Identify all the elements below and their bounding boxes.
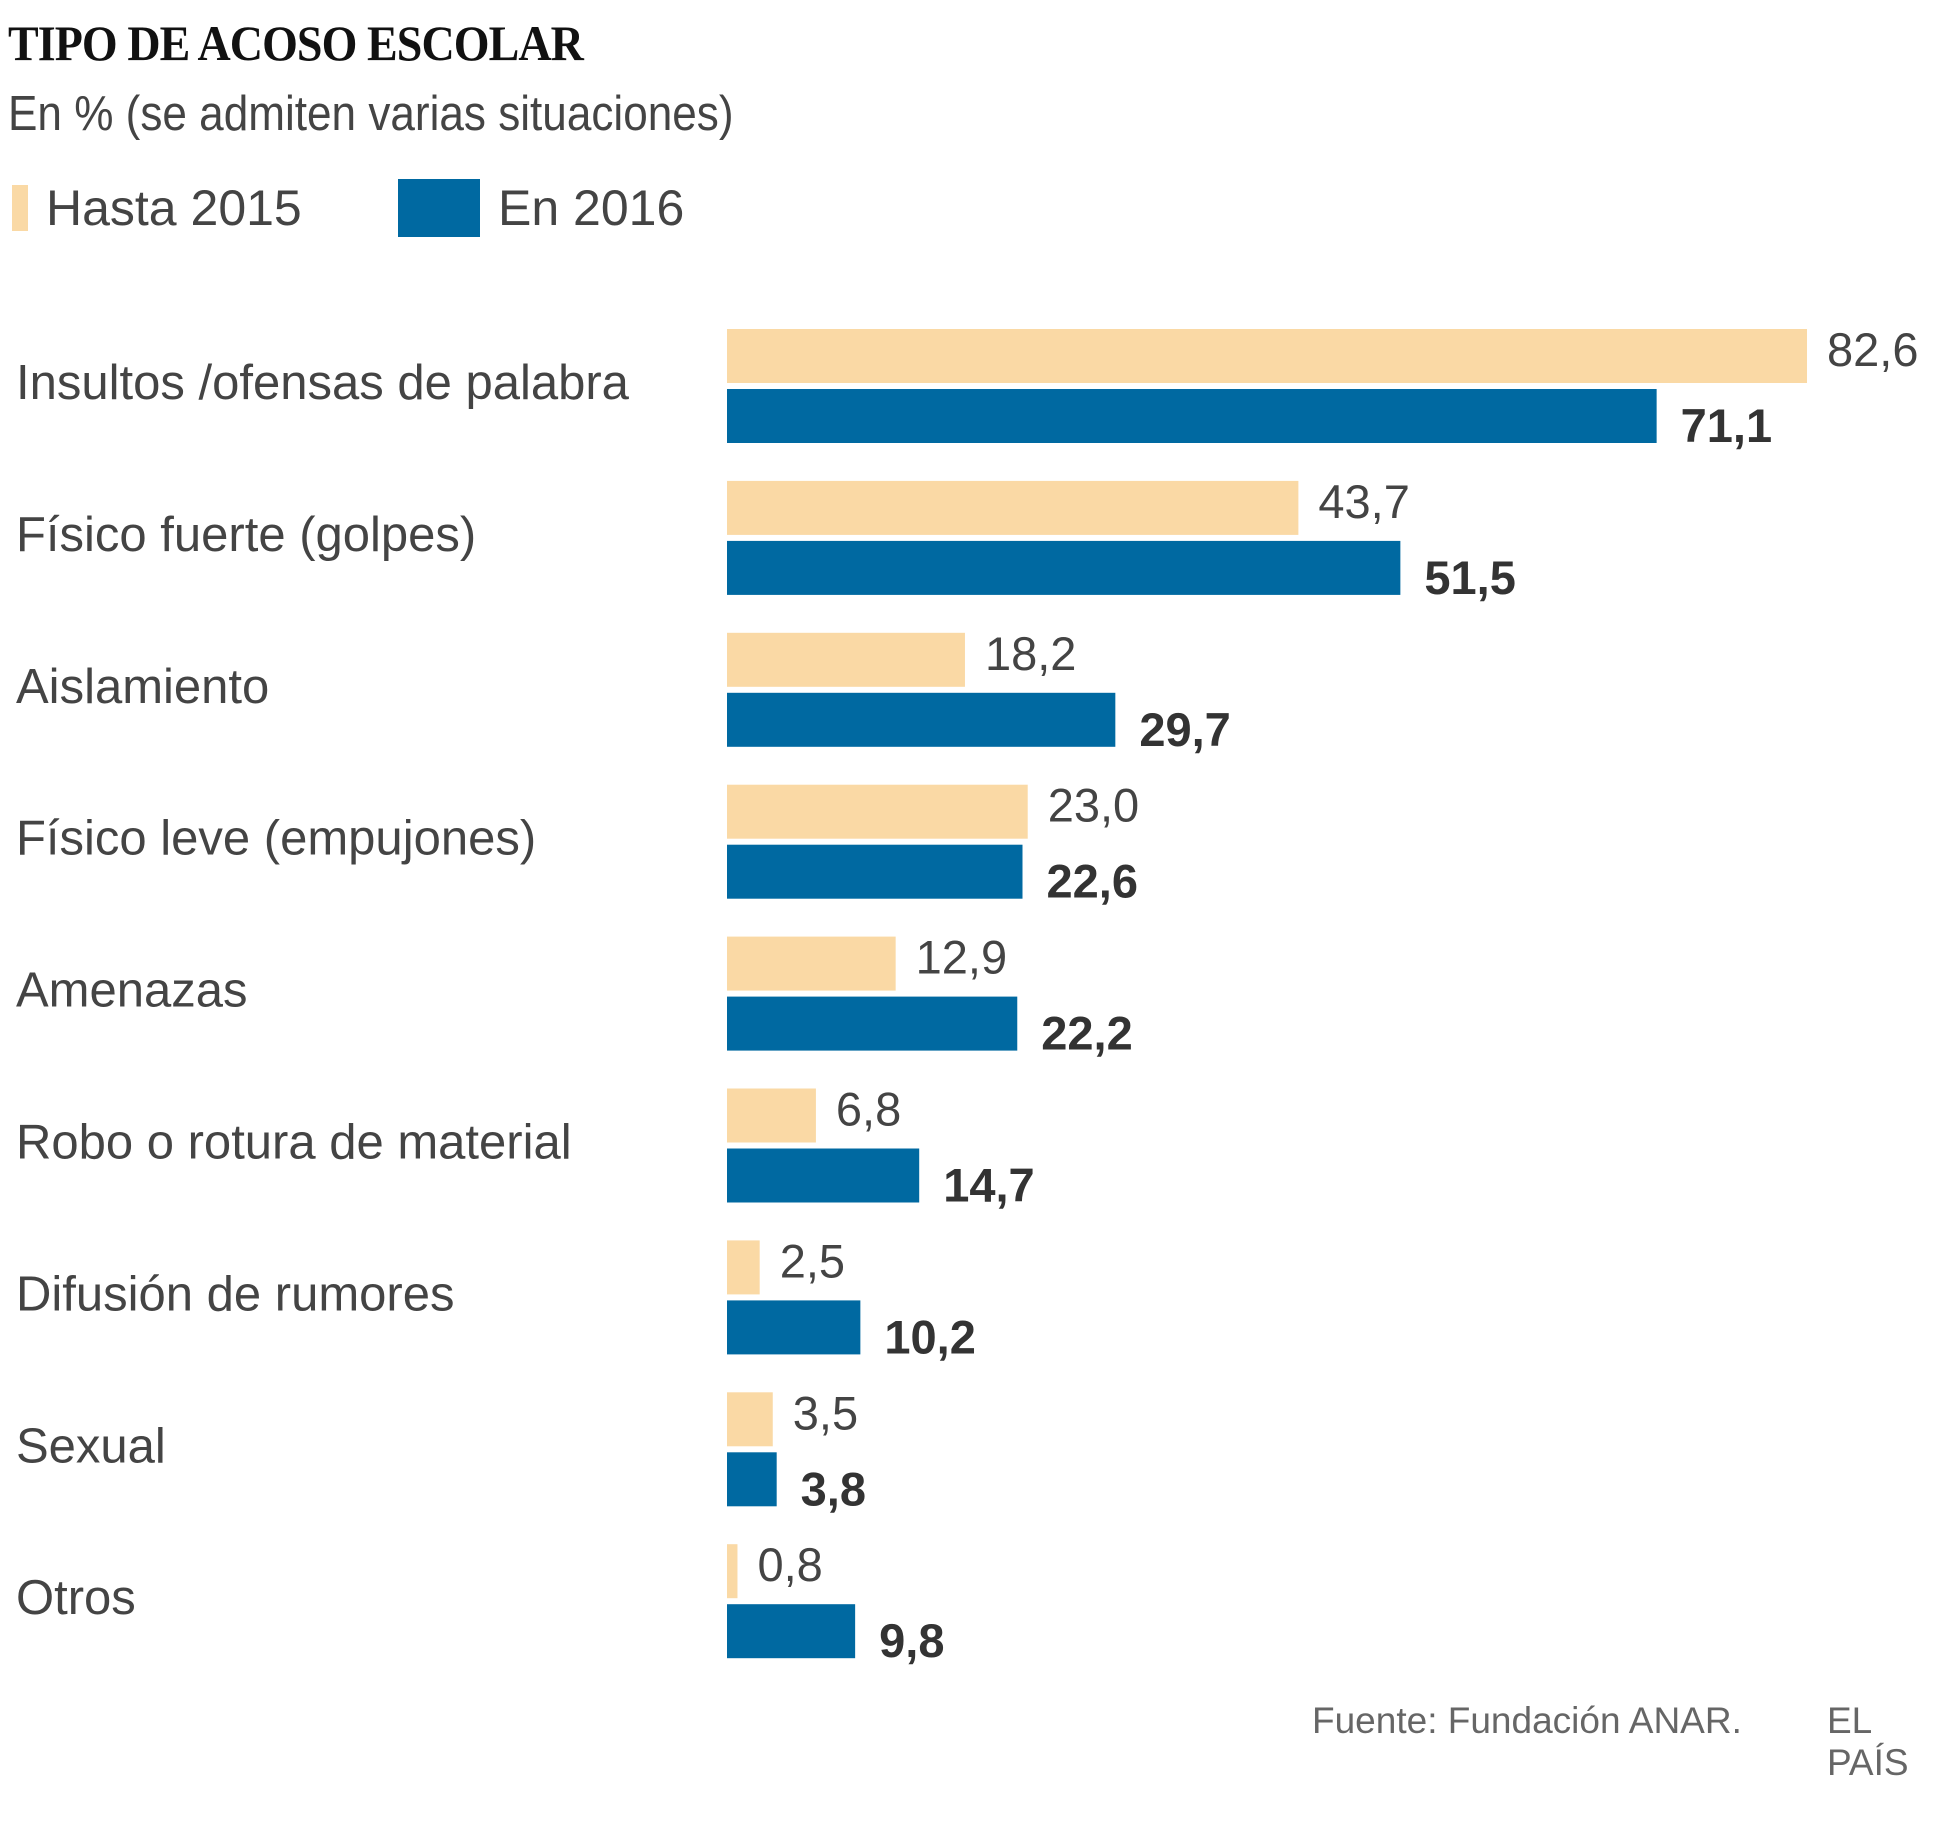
bar-2016 [727, 692, 1116, 747]
category-label: Físico leve (empujones) [16, 812, 536, 866]
value-label-2016: 71,1 [1681, 399, 1772, 452]
category-label: Robo o rotura de material [16, 1116, 572, 1170]
bar-2015 [727, 480, 1299, 535]
bar-2016 [727, 1300, 861, 1355]
value-label-2015: 82,6 [1827, 323, 1918, 376]
value-label-2016: 22,6 [1046, 855, 1137, 908]
value-label-2016: 10,2 [884, 1310, 975, 1363]
value-label-2015: 18,2 [985, 627, 1076, 680]
chart-subtitle: En % (se admiten varias situaciones) [8, 87, 734, 141]
legend-swatch-2015 [12, 185, 28, 231]
bar-2015 [727, 1240, 760, 1295]
bar-2015 [727, 784, 1028, 839]
value-label-2016: 29,7 [1139, 703, 1230, 756]
bar-2016 [727, 389, 1657, 443]
value-label-2015: 2,5 [780, 1234, 845, 1287]
value-label-2016: 22,2 [1041, 1007, 1132, 1060]
bar-2015 [727, 329, 1807, 383]
value-label-2015: 23,0 [1048, 779, 1139, 832]
value-label-2015: 12,9 [916, 931, 1007, 984]
value-label-2016: 3,8 [801, 1462, 866, 1515]
value-label-2015: 43,7 [1318, 475, 1409, 528]
category-label: Insultos /ofensas de palabra [16, 356, 630, 410]
value-label-2016: 14,7 [943, 1159, 1034, 1212]
value-label-2015: 0,8 [757, 1538, 822, 1591]
bar-2016 [727, 1452, 777, 1507]
category-label: Sexual [16, 1419, 166, 1473]
legend-label-2015: Hasta 2015 [46, 180, 302, 236]
legend-item-2015: Hasta 2015 [12, 178, 302, 238]
bar-2015 [727, 936, 896, 991]
category-label: Físico fuerte (golpes) [16, 508, 476, 562]
category-label: Difusión de rumores [16, 1267, 454, 1321]
category-label: Aislamiento [16, 660, 269, 714]
bar-2015 [727, 1088, 816, 1143]
chart-title: TIPO DE ACOSO ESCOLAR [8, 15, 584, 71]
bar-2015 [727, 1544, 738, 1599]
bar-2016 [727, 844, 1023, 899]
legend-swatch-2016 [398, 179, 480, 237]
bar-2015 [727, 1392, 773, 1447]
legend-label-2016: En 2016 [498, 180, 685, 236]
bar-2016 [727, 1604, 856, 1659]
brand-label: EL PAÍS [1827, 1700, 1909, 1783]
category-label: Amenazas [16, 964, 248, 1018]
value-label-2016: 51,5 [1424, 551, 1515, 604]
bar-2015 [727, 632, 965, 687]
bar-2016 [727, 996, 1018, 1051]
bar-2016 [727, 1148, 920, 1203]
source-note: Fuente: Fundación ANAR. [1312, 1700, 1742, 1741]
value-label-2015: 6,8 [836, 1083, 901, 1136]
bar-2016 [727, 540, 1401, 595]
legend-item-2016: En 2016 [398, 178, 684, 238]
category-label: Otros [16, 1571, 136, 1625]
value-label-2016: 9,8 [879, 1614, 944, 1667]
value-label-2015: 3,5 [793, 1386, 858, 1439]
